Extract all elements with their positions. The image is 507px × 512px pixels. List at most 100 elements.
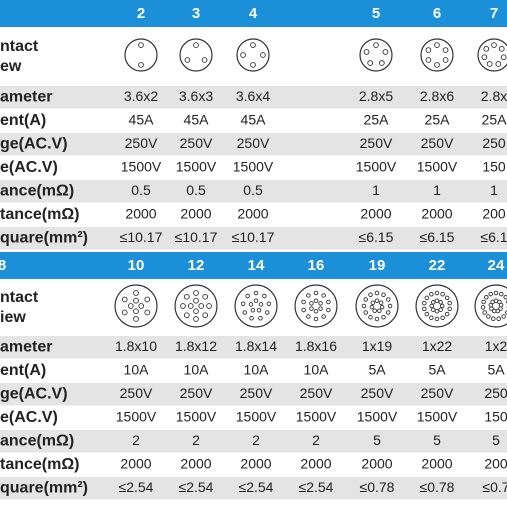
column-header: 6: [433, 5, 441, 22]
cell: 2: [192, 432, 200, 448]
pin: [257, 308, 261, 312]
pin: [139, 304, 144, 309]
pin: [448, 301, 452, 305]
pin: [254, 299, 258, 303]
pin: [499, 303, 503, 307]
cell: 250V: [360, 135, 393, 151]
pin: [145, 310, 150, 315]
cell: 2000: [240, 456, 271, 472]
pin: [483, 311, 487, 315]
pin: [435, 309, 439, 313]
pin: [374, 43, 379, 48]
pin: [494, 291, 498, 295]
cell: 200: [482, 206, 506, 222]
cell: 150: [482, 159, 506, 175]
pin: [261, 53, 266, 58]
cell: 1x19: [362, 338, 393, 354]
pin: [194, 309, 199, 314]
cell: 250V: [237, 135, 270, 151]
pin: [207, 304, 212, 309]
pin: [497, 317, 501, 321]
pin: [499, 292, 503, 296]
pin: [379, 301, 383, 305]
cell: 45A: [241, 112, 267, 128]
row-label: e(AC.V): [0, 159, 58, 176]
pin: [439, 300, 443, 304]
cell: 1.8x16: [295, 338, 337, 354]
column-header: 19: [369, 257, 386, 274]
pin: [122, 310, 127, 315]
pin: [364, 50, 369, 55]
column-header: 4: [249, 5, 258, 22]
pin: [496, 62, 501, 67]
pin: [134, 309, 139, 314]
cell: 2000: [300, 456, 331, 472]
pin: [375, 317, 379, 321]
cell: 250V: [300, 385, 333, 401]
pin: [426, 48, 431, 53]
pin: [327, 308, 331, 312]
pin: [441, 316, 445, 320]
pin: [362, 304, 366, 308]
pin: [382, 315, 386, 319]
pin: [386, 311, 390, 315]
pin: [435, 291, 439, 295]
column-header: 7: [490, 5, 498, 22]
column-header: 5: [372, 5, 380, 22]
pin: [430, 304, 434, 308]
pin: [322, 315, 326, 319]
cell: 2.8x5: [359, 88, 393, 104]
cell: 250V: [125, 135, 158, 151]
pin: [426, 58, 431, 63]
cell: 250V: [421, 135, 454, 151]
pin: [246, 294, 250, 298]
cell: 1.8x14: [235, 338, 277, 354]
pin: [134, 317, 139, 322]
cell: 2000: [180, 456, 211, 472]
pin: [139, 43, 144, 48]
pin: [423, 307, 427, 311]
pin: [199, 304, 204, 309]
row-label: ent(A): [0, 112, 46, 129]
pin: [423, 301, 427, 305]
cell: ≤0.7: [482, 479, 507, 495]
pin: [386, 298, 390, 302]
pin: [302, 300, 306, 304]
cell: 10A: [244, 362, 270, 378]
pin: [314, 291, 318, 295]
cell: 1x22: [422, 338, 453, 354]
cell: 5A: [428, 362, 446, 378]
cell: 3.6x2: [124, 88, 158, 104]
cell: 10A: [124, 362, 150, 378]
row-label: ance(mΩ): [0, 433, 74, 450]
row-label: tance(mΩ): [0, 206, 80, 223]
cell: 250V: [361, 385, 394, 401]
pin: [443, 58, 448, 63]
pin: [327, 300, 331, 304]
pin: [203, 313, 208, 318]
pin: [194, 317, 199, 322]
cell: ≤6.15: [420, 229, 455, 245]
pin: [259, 303, 263, 307]
pin: [251, 63, 256, 68]
pin: [496, 309, 500, 313]
row-label: ance(mΩ): [0, 183, 74, 200]
column-header: 22: [429, 257, 446, 274]
cell: 250V: [180, 385, 213, 401]
pin: [435, 63, 440, 68]
cell: 2.8x: [481, 88, 507, 104]
contact-label: ntact: [0, 38, 39, 55]
pin: [181, 304, 186, 309]
cell: 2000: [180, 206, 211, 222]
pin: [241, 302, 245, 306]
pin: [203, 294, 208, 299]
pin: [134, 298, 139, 303]
cell: ≤2.54: [299, 479, 334, 495]
pin: [254, 291, 258, 295]
pin: [492, 43, 497, 48]
column-header: 14: [248, 257, 265, 274]
cell: 3.6x3: [179, 88, 213, 104]
pin: [425, 296, 429, 300]
pin: [382, 293, 386, 297]
cell: ≤2.54: [179, 479, 214, 495]
